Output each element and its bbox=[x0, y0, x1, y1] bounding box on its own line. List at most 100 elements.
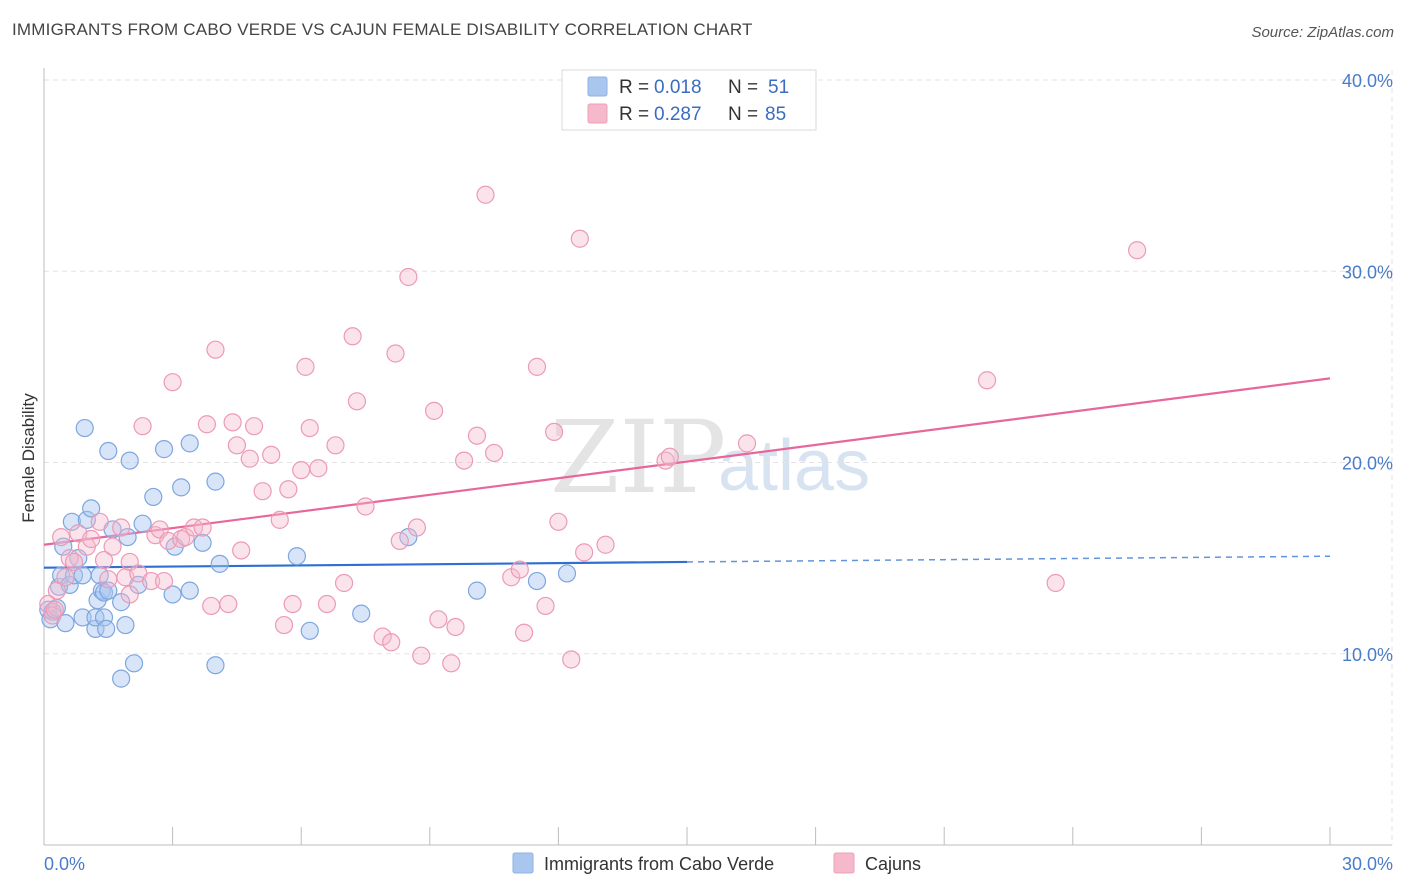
point-cajuns bbox=[545, 422, 564, 441]
x-tick-label: 30.0% bbox=[1342, 854, 1393, 874]
legend-n-label-1: N = bbox=[728, 77, 758, 98]
legend-swatch-pink bbox=[587, 103, 608, 124]
point-cabo-verde bbox=[300, 621, 319, 640]
point-cajuns bbox=[527, 357, 547, 376]
point-cabo-verde bbox=[112, 669, 131, 688]
point-cajuns bbox=[399, 267, 418, 287]
point-cajuns bbox=[300, 418, 319, 438]
point-cajuns bbox=[270, 510, 289, 529]
y-tick-label: 10.0% bbox=[1342, 645, 1393, 665]
point-cajuns bbox=[64, 552, 84, 572]
point-cabo-verde bbox=[352, 604, 371, 623]
point-cajuns bbox=[515, 623, 534, 642]
point-cabo-verde bbox=[62, 512, 81, 531]
point-cabo-verde bbox=[287, 547, 307, 566]
point-cajuns bbox=[467, 426, 487, 445]
point-cajuns bbox=[454, 451, 474, 470]
point-cajuns bbox=[244, 417, 264, 436]
point-cajuns bbox=[56, 568, 75, 587]
point-cabo-verde bbox=[180, 434, 199, 453]
point-cajuns bbox=[47, 581, 66, 600]
point-cajuns bbox=[334, 573, 354, 593]
axes bbox=[43, 68, 1392, 846]
watermark-zip: ZIP bbox=[550, 399, 726, 516]
point-cabo-verde bbox=[206, 472, 225, 491]
legend-n-value-2: 85 bbox=[765, 104, 786, 125]
point-cajuns bbox=[120, 585, 139, 604]
point-cajuns bbox=[549, 512, 568, 531]
point-cajuns bbox=[99, 570, 118, 589]
point-cabo-verde bbox=[206, 656, 225, 675]
point-cajuns bbox=[94, 550, 114, 570]
legend-r-label-1: R = bbox=[619, 77, 649, 98]
legend-label-cabo-verde: Immigrants from Cabo Verde bbox=[544, 854, 774, 874]
point-cabo-verde bbox=[467, 581, 487, 600]
point-cajuns bbox=[382, 633, 401, 652]
point-cajuns bbox=[82, 529, 101, 549]
source-label: Source: ZipAtlas.com bbox=[1251, 24, 1394, 41]
point-cajuns bbox=[227, 436, 246, 455]
point-cabo-verde bbox=[94, 608, 114, 627]
point-cajuns bbox=[442, 654, 461, 673]
point-cajuns bbox=[202, 596, 221, 616]
point-cajuns bbox=[575, 543, 594, 562]
point-cabo-verde bbox=[120, 451, 139, 470]
point-cajuns bbox=[90, 512, 109, 531]
point-cajuns bbox=[206, 340, 225, 359]
point-cajuns bbox=[1127, 241, 1147, 260]
point-cajuns bbox=[163, 373, 182, 392]
point-cajuns bbox=[407, 518, 427, 537]
legend-n-value-1: 51 bbox=[768, 77, 789, 98]
point-cajuns bbox=[570, 229, 589, 248]
point-cabo-verde bbox=[193, 533, 212, 552]
gridlines bbox=[44, 70, 1393, 845]
correlation-legend: R = 0.018 N = 51 R = 0.287 N = 85 bbox=[561, 69, 817, 131]
point-cajuns bbox=[412, 646, 431, 665]
legend-r-value-1: 0.018 bbox=[654, 77, 702, 98]
point-cajuns bbox=[737, 434, 757, 453]
point-cabo-verde bbox=[210, 554, 229, 573]
trend-line-cabo-verde-extrapolated bbox=[686, 555, 1331, 563]
point-cajuns bbox=[343, 327, 362, 346]
point-cajuns bbox=[193, 518, 212, 537]
y-axis-label: Female Disability bbox=[19, 393, 38, 523]
y-tick-label: 30.0% bbox=[1342, 262, 1393, 282]
point-cajuns bbox=[274, 615, 294, 635]
point-cajuns bbox=[429, 610, 448, 629]
legend-label-cajuns: Cajuns bbox=[865, 854, 921, 874]
point-cajuns bbox=[596, 535, 615, 554]
point-cajuns bbox=[253, 482, 272, 501]
point-cajuns bbox=[485, 443, 504, 463]
point-cajuns bbox=[232, 541, 251, 560]
point-cabo-verde bbox=[97, 619, 116, 638]
point-cabo-verde bbox=[118, 527, 137, 547]
legend-r-label-2: R = bbox=[619, 104, 649, 125]
point-cabo-verde bbox=[75, 418, 94, 438]
point-cajuns bbox=[386, 344, 405, 363]
point-cajuns bbox=[317, 594, 337, 614]
data-points bbox=[39, 185, 1147, 688]
point-cajuns bbox=[424, 401, 444, 420]
legend-r-value-2: 0.287 bbox=[654, 104, 702, 125]
point-cabo-verde bbox=[73, 608, 92, 627]
legend-n-label-2: N = bbox=[728, 104, 758, 125]
point-cajuns bbox=[112, 518, 131, 537]
point-cajuns bbox=[283, 594, 302, 614]
legend-swatch-blue bbox=[587, 76, 608, 97]
point-cajuns bbox=[292, 461, 311, 480]
point-cajuns bbox=[347, 392, 367, 411]
point-cajuns bbox=[223, 413, 242, 432]
point-cabo-verde bbox=[144, 487, 163, 507]
point-cajuns bbox=[45, 600, 64, 619]
point-cajuns bbox=[197, 415, 216, 434]
point-cabo-verde bbox=[163, 585, 182, 604]
point-cajuns bbox=[476, 185, 495, 204]
point-cabo-verde bbox=[82, 499, 101, 518]
point-cajuns bbox=[142, 571, 161, 591]
point-cajuns bbox=[240, 449, 259, 468]
point-cajuns bbox=[562, 650, 581, 669]
legend-swatch-cajuns bbox=[833, 852, 855, 874]
tick-labels: 10.0% 20.0% 30.0% 40.0% 0.0% 30.0% bbox=[44, 71, 1393, 874]
point-cajuns bbox=[309, 459, 328, 478]
point-cabo-verde bbox=[172, 478, 191, 497]
